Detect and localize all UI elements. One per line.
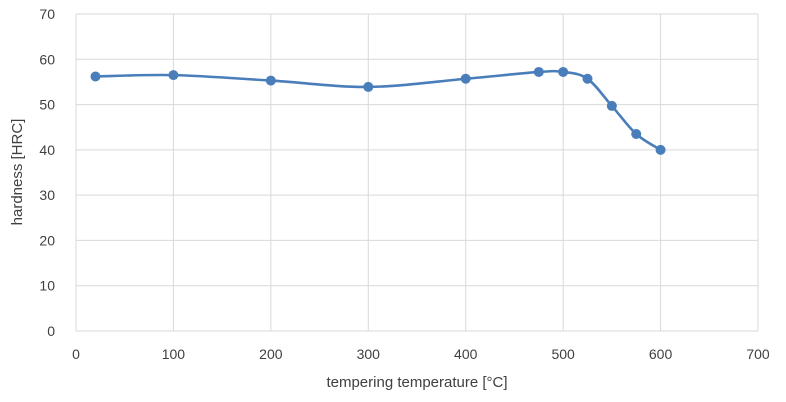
x-axis-tick-labels: 0 100 200 300 400 500 600 700 xyxy=(72,346,770,362)
x-tick-label: 500 xyxy=(551,346,575,362)
y-tick-label: 10 xyxy=(39,278,55,294)
y-tick-label: 70 xyxy=(39,6,55,22)
y-tick-label: 20 xyxy=(39,232,55,248)
series-line xyxy=(95,69,662,151)
x-tick-label: 0 xyxy=(72,346,80,362)
data-point xyxy=(631,129,642,140)
data-point xyxy=(90,71,101,82)
x-tick-label: 600 xyxy=(649,346,673,362)
data-point xyxy=(533,66,544,77)
data-point xyxy=(265,75,276,86)
y-axis-tick-labels: 0 10 20 30 40 50 60 70 xyxy=(39,6,55,339)
data-point xyxy=(606,100,617,111)
data-point xyxy=(582,73,593,84)
data-point xyxy=(168,70,179,81)
x-axis-title: tempering temperature [°C] xyxy=(326,374,507,391)
gridlines xyxy=(75,13,759,332)
data-point xyxy=(655,144,666,155)
data-point xyxy=(460,73,471,84)
data-point xyxy=(363,81,374,92)
data-point xyxy=(558,66,569,77)
y-tick-label: 50 xyxy=(39,97,55,113)
x-tick-label: 400 xyxy=(454,346,478,362)
y-axis-title: hardness [HRC] xyxy=(9,119,26,226)
y-tick-label: 0 xyxy=(47,323,55,339)
y-tick-label: 40 xyxy=(39,142,55,158)
series-group xyxy=(90,66,666,155)
y-tick-label: 60 xyxy=(39,51,55,67)
x-tick-label: 100 xyxy=(162,346,186,362)
x-tick-label: 200 xyxy=(259,346,283,362)
y-tick-label: 30 xyxy=(39,187,55,203)
x-tick-label: 300 xyxy=(357,346,381,362)
x-tick-label: 700 xyxy=(746,346,770,362)
